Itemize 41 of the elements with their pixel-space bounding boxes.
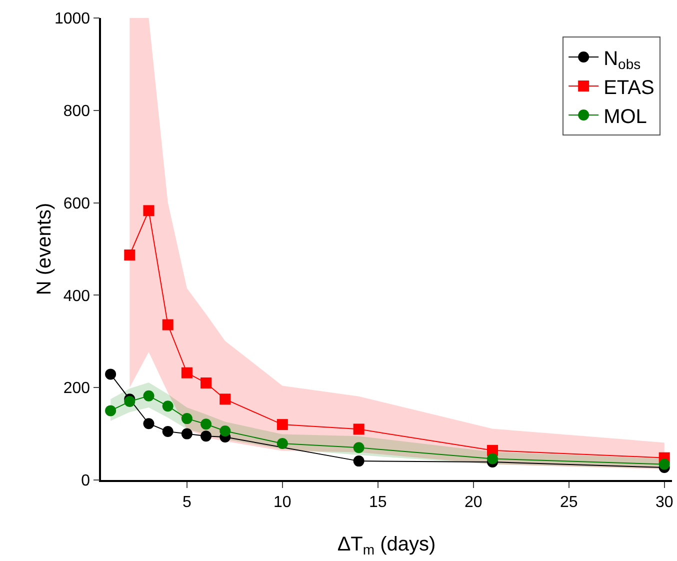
x-tick-label: 5	[182, 494, 192, 511]
point	[200, 377, 212, 388]
point	[353, 424, 364, 435]
y-tick-label: 600	[63, 195, 90, 212]
point	[181, 413, 192, 424]
y-tick-label: 0	[81, 472, 90, 490]
point	[181, 428, 192, 440]
point	[658, 458, 670, 470]
x-tick-label: 20	[464, 494, 482, 511]
point	[200, 418, 212, 430]
point	[143, 390, 154, 402]
x-tick-label: 15	[369, 494, 387, 511]
point	[276, 438, 288, 449]
y-tick-label: 1000	[54, 10, 90, 28]
point	[162, 319, 174, 330]
y-tick-label: 200	[63, 380, 90, 398]
legend-label: MOL	[604, 106, 647, 128]
x-tick-label: 30	[655, 494, 674, 511]
x-tick-label: 25	[560, 494, 578, 511]
point	[162, 426, 174, 437]
point	[200, 430, 212, 442]
point	[143, 418, 154, 430]
point	[353, 442, 364, 454]
point	[181, 367, 192, 378]
x-tick-label: 10	[274, 494, 292, 511]
point	[353, 456, 364, 467]
point	[162, 400, 174, 412]
legend-label: ETAS	[604, 76, 654, 99]
point	[124, 250, 136, 261]
x-axis-title: ΔT$_{m}$ (days)	[337, 534, 436, 558]
point	[276, 419, 288, 430]
y-tick-label: 400	[63, 288, 90, 305]
legend-label: N$_{obs}$	[604, 48, 641, 72]
point	[105, 405, 116, 416]
point	[220, 426, 231, 437]
y-axis-title: N (events)	[34, 202, 56, 296]
point	[105, 368, 116, 380]
point	[143, 205, 154, 216]
point	[220, 394, 231, 405]
y-tick-label: 800	[63, 103, 90, 120]
point	[486, 453, 498, 464]
